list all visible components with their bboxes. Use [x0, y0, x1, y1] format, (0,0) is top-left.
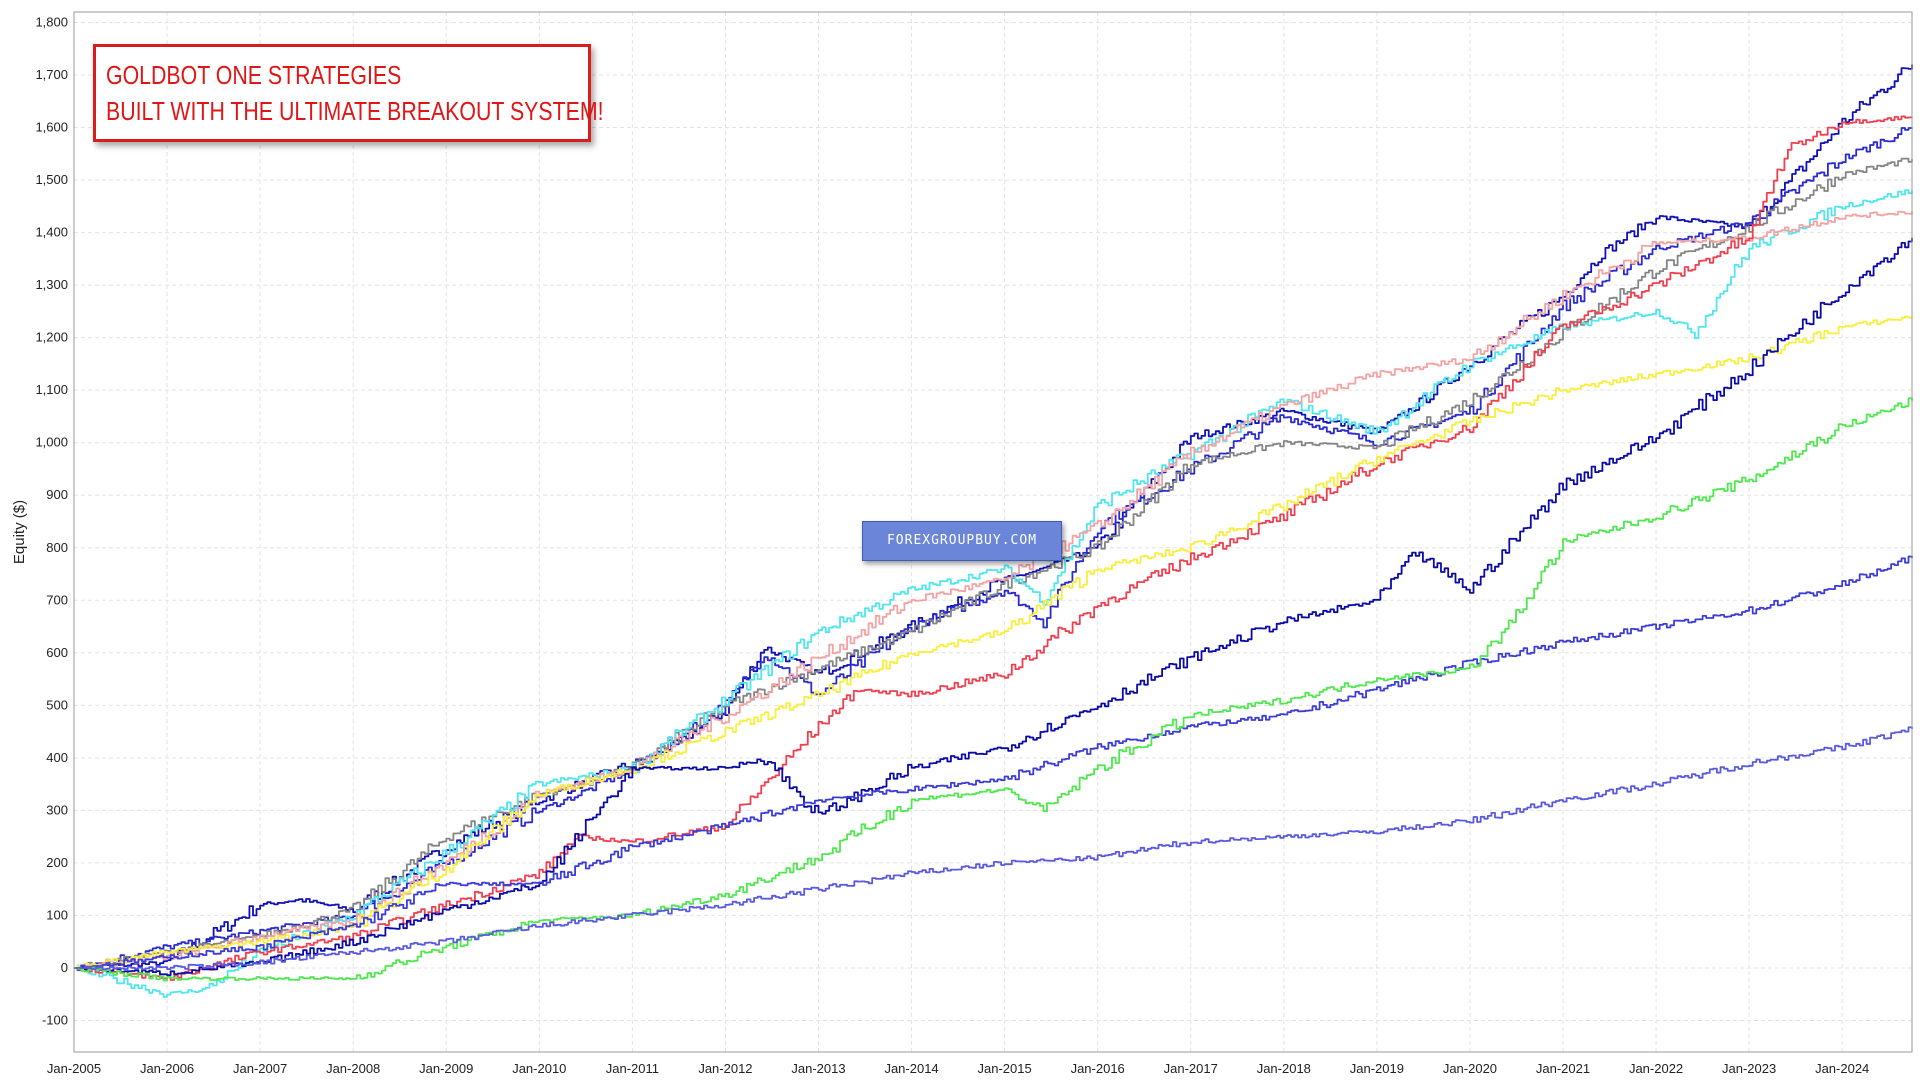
- y-tick-label: 600: [46, 645, 68, 660]
- y-tick-label: 0: [61, 960, 68, 975]
- x-tick-label: Jan-2020: [1443, 1061, 1497, 1076]
- y-tick-label: 300: [46, 802, 68, 817]
- y-tick-label: 1,800: [35, 15, 68, 30]
- x-tick-label: Jan-2021: [1536, 1061, 1590, 1076]
- x-tick-label: Jan-2011: [606, 1061, 659, 1076]
- y-tick-label: 1,300: [35, 277, 68, 292]
- series-line-1: [74, 64, 1913, 971]
- y-tick-label: 800: [46, 540, 68, 555]
- y-tick-label: 1,600: [35, 120, 68, 135]
- x-tick-label: Jan-2023: [1722, 1061, 1776, 1076]
- x-tick-label: Jan-2024: [1815, 1061, 1869, 1076]
- x-tick-label: Jan-2010: [512, 1061, 566, 1076]
- y-tick-label: 500: [46, 697, 68, 712]
- y-tick-label: 200: [46, 855, 68, 870]
- x-tick-labels: Jan-2005 Jan-2006 Jan-2007 Jan-2008 Jan-2009…: [47, 1061, 1869, 1076]
- series-line-10: [74, 397, 1913, 982]
- y-tick-labels: -100 0 100 200 300 400 500 600 700 800 900 1,000 1,1…: [35, 15, 68, 1028]
- x-tick-label: Jan-2007: [233, 1061, 287, 1076]
- y-tick-label: 900: [46, 487, 68, 502]
- plot-frame: [73, 11, 1913, 1053]
- series-line-11: [74, 726, 1913, 971]
- x-tick-label: Jan-2017: [1164, 1061, 1218, 1076]
- x-tick-label: Jan-2009: [419, 1061, 473, 1076]
- series-line-6: [74, 115, 1913, 981]
- x-tick-label: Jan-2008: [326, 1061, 380, 1076]
- y-axis-title: Equity ($): [11, 500, 28, 564]
- y-tick-label: 1,500: [35, 172, 68, 187]
- annotation-box: GOLDBOT ONE STRATEGIES BUILT WITH THE UL…: [93, 44, 604, 142]
- series-lines: [74, 64, 1913, 998]
- x-tick-label: Jan-2015: [978, 1061, 1032, 1076]
- x-tick-label: Jan-2013: [791, 1061, 845, 1076]
- x-tick-label: Jan-2019: [1350, 1061, 1404, 1076]
- series-line-9: [74, 555, 1913, 971]
- y-tick-label: 1,700: [35, 67, 68, 82]
- x-tick-label: Jan-2014: [884, 1061, 938, 1076]
- series-line-4: [74, 189, 1913, 998]
- y-tick-label: 1,000: [35, 435, 68, 450]
- y-tick-label: 400: [46, 750, 68, 765]
- y-tick-label: 1,100: [35, 382, 68, 397]
- x-tick-label: Jan-2012: [698, 1061, 752, 1076]
- annotation-line-2: BUILT WITH THE ULTIMATE BREAKOUT SYSTEM!: [106, 96, 604, 126]
- x-tick-label: Jan-2005: [47, 1061, 101, 1076]
- series-line-5: [74, 210, 1913, 970]
- series-line-7: [74, 315, 1913, 971]
- annotation-line-1: GOLDBOT ONE STRATEGIES: [106, 60, 402, 90]
- x-tick-label: Jan-2018: [1257, 1061, 1311, 1076]
- watermark-badge: FOREXGROUPBUY.COM: [862, 521, 1062, 561]
- x-tick-label: Jan-2022: [1629, 1061, 1683, 1076]
- y-tick-label: 1,200: [35, 330, 68, 345]
- y-tick-label: 100: [46, 907, 68, 922]
- y-tick-label: 700: [46, 592, 68, 607]
- x-tick-label: Jan-2016: [1071, 1061, 1125, 1076]
- x-tick-label: Jan-2006: [140, 1061, 194, 1076]
- y-tick-label: 1,400: [35, 225, 68, 240]
- y-tick-label: -100: [42, 1012, 68, 1027]
- series-line-8: [74, 237, 1913, 977]
- series-line-3: [74, 157, 1913, 971]
